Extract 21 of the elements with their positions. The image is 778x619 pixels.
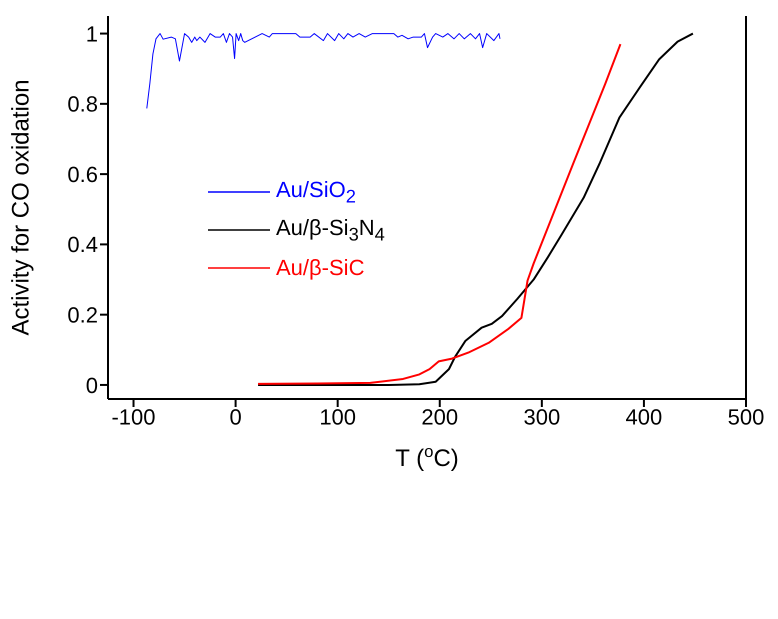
x-tick-label: 0	[229, 404, 242, 430]
x-tick-label: -100	[111, 404, 156, 430]
line-series	[146, 33, 500, 109]
x-tick-label: 200	[421, 404, 458, 430]
legend-label: Au/SiO$_{2}$	[276, 176, 356, 208]
y-tick-label: 0.4	[67, 232, 98, 258]
x-tick-label: 400	[626, 404, 662, 430]
y-tick-label: 0	[86, 372, 98, 398]
x-tick-label: 100	[319, 404, 356, 430]
y-tick-label: 1	[86, 21, 98, 46]
y-tick-label: 0.8	[67, 92, 98, 117]
x-tick-label: 300	[523, 404, 560, 430]
y-tick-label: 0.2	[67, 302, 98, 328]
y-axis-title: Activity for CO oxidation	[8, 79, 35, 336]
x-axis-title: T ($^{o}$C)	[395, 442, 459, 472]
x-tick-label: 500	[728, 404, 764, 430]
y-tick-label: 0.6	[67, 162, 98, 187]
legend-label: Au/β-Si$_{3}$N$_{4}$	[276, 214, 385, 246]
legend-label: Au/β-SiC	[276, 255, 364, 281]
line-series	[257, 43, 622, 385]
line-series	[257, 32, 694, 386]
